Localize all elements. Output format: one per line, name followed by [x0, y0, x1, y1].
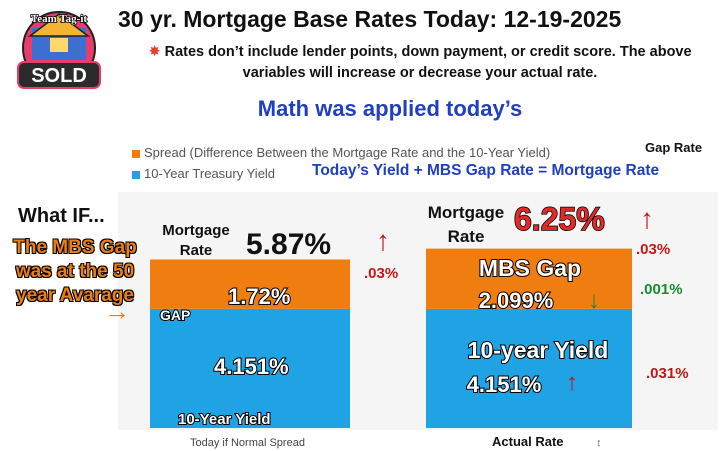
left-gap-tag: GAP	[160, 307, 190, 323]
legend-item-yield: 10-Year Treasury Yield	[132, 166, 275, 181]
math-note: Math was applied today’s	[257, 96, 523, 121]
left-yield-tag: 10-Year Yield	[178, 411, 271, 428]
page-title: 30 yr. Mortgage Base Rates Today: 12-19-…	[118, 6, 622, 32]
right-gap-value: 2.099%	[479, 288, 554, 313]
right-mortgage-rate-label-2: Rate	[448, 227, 485, 246]
bar-left-yield	[150, 308, 350, 428]
left-total-up-arrow: ↑	[376, 225, 390, 256]
team-tag-it-logo: Team Tag-it SOLD	[4, 4, 114, 100]
mbs-average-note: The MBS Gap was at the 50 year Avarage	[13, 237, 137, 306]
logo-sold-text: SOLD	[31, 65, 87, 87]
right-total-up-arrow: ↑	[640, 203, 654, 234]
gap-rate-header: Gap Rate	[645, 140, 703, 155]
left-yield-value: 4.151%	[214, 354, 289, 379]
chart-area: Mortgage Rate 5.87% ↑ .03% 1.72% GAP 4.1…	[118, 192, 718, 430]
right-yield-title: 10-year Yield	[468, 337, 609, 363]
left-mortgage-rate-label-1: Mortgage	[162, 222, 230, 239]
small-arrow-icon: ↕	[596, 437, 602, 449]
right-total-value: 6.25%	[514, 201, 605, 237]
left-total-change: .03%	[364, 265, 398, 282]
right-gap-title: MBS Gap	[479, 255, 581, 281]
what-if-heading: What IF...	[18, 205, 105, 227]
legend-swatch-spread	[132, 149, 140, 158]
left-mortgage-rate-label-2: Rate	[180, 242, 213, 259]
logo-top-text: Team Tag-it	[31, 13, 87, 25]
left-gap-value: 1.72%	[228, 284, 290, 309]
legend-item-spread: Spread (Difference Between the Mortgage …	[132, 145, 550, 160]
category-label-right: Actual Rate	[492, 434, 564, 449]
right-yield-change: .031%	[646, 365, 689, 382]
left-total-value: 5.87%	[246, 228, 331, 261]
category-label-left: Today if Normal Spread	[190, 437, 305, 449]
right-mortgage-rate-label-1: Mortgage	[428, 203, 505, 222]
legend-label-yield: 10-Year Treasury Yield	[144, 166, 276, 181]
rate-chart: Mortgage Rate 5.87% ↑ .03% 1.72% GAP 4.1…	[118, 192, 718, 430]
bar-left-spread	[150, 259, 350, 309]
right-gap-down-arrow: ↓	[588, 287, 600, 314]
right-yield-up-arrow: ↑	[566, 369, 578, 396]
right-yield-value: 4.151%	[467, 372, 542, 397]
right-arrow-icon: →	[104, 296, 130, 326]
right-total-change: .03%	[636, 241, 670, 258]
disclaimer-text: Rates don’t include lender points, down …	[164, 44, 692, 81]
legend-swatch-yield	[132, 170, 140, 179]
rate-disclaimer: ✸ Rates don’t include lender points, dow…	[140, 42, 700, 84]
rate-formula: Today’s Yield + MBS Gap Rate = Mortgage …	[312, 162, 660, 179]
legend-label-spread: Spread (Difference Between the Mortgage …	[144, 145, 551, 160]
right-gap-change: .001%	[640, 281, 683, 298]
explosion-icon: ✸	[148, 44, 165, 60]
bar-right-yield	[426, 308, 632, 428]
bar-right-spread	[426, 248, 632, 309]
